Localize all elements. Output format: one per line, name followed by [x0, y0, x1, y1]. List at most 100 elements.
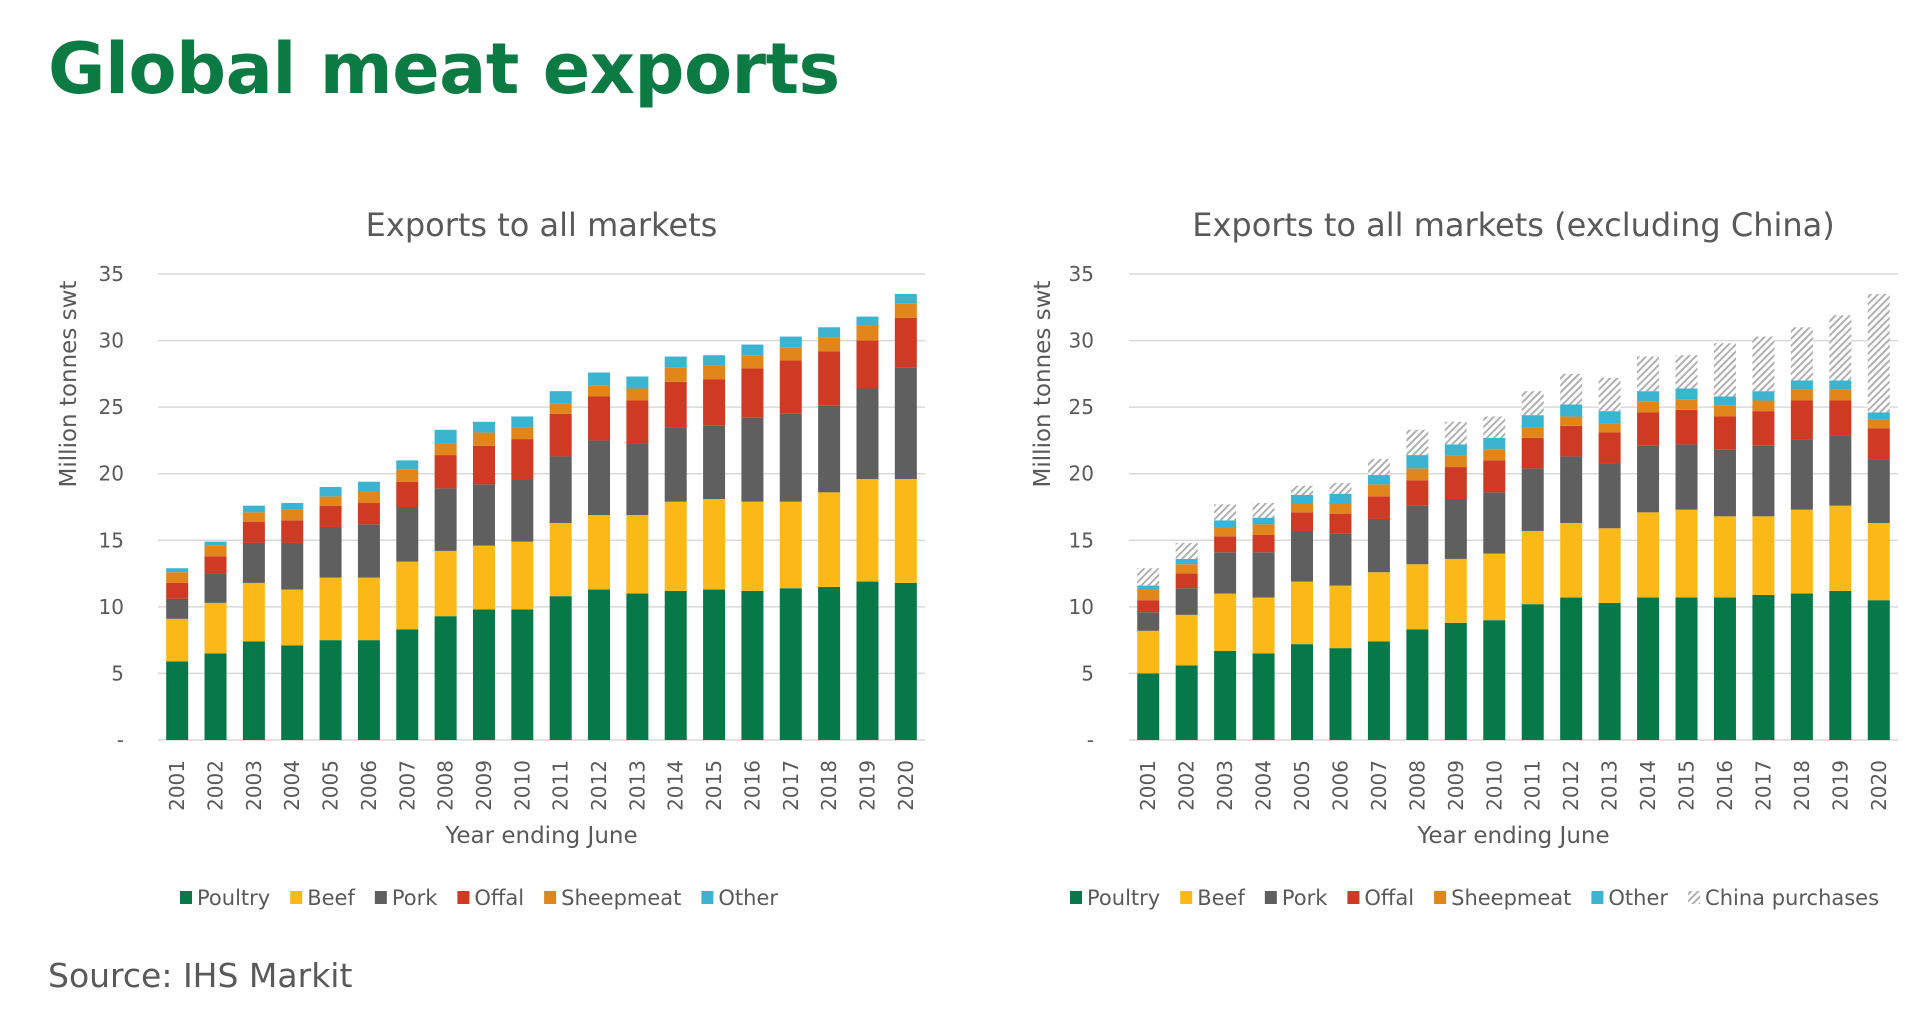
- y-tick-label: 35: [99, 262, 124, 286]
- bar-segment-sheepmeat-2016: [1713, 405, 1736, 417]
- legend-label: Beef: [1197, 886, 1245, 910]
- x-tick-label: 2003: [1213, 760, 1237, 811]
- x-tick-label: 2004: [1252, 760, 1276, 811]
- legend-swatch: [1264, 891, 1277, 904]
- x-tick-label: 2016: [740, 760, 764, 811]
- bar-segment-offal-2013: [626, 400, 649, 444]
- bar-segment-china-purchases-2004: [1252, 503, 1275, 518]
- x-tick-label: 2010: [510, 760, 534, 811]
- bar-segment-offal-2020: [894, 317, 917, 368]
- bar-segment-sheepmeat-2013: [1598, 423, 1621, 433]
- bar-segment-other-2009: [472, 421, 495, 433]
- legend-swatch: [290, 891, 303, 904]
- bar-segment-sheepmeat-2010: [1483, 449, 1506, 461]
- bar-segment-other-2007: [1367, 475, 1390, 485]
- bar-segment-sheepmeat-2002: [1175, 564, 1198, 574]
- legend-label: Pork: [392, 886, 438, 910]
- bar-segment-sheepmeat-2015: [703, 365, 726, 380]
- bar-segment-beef-2008: [434, 550, 457, 617]
- bar-segment-beef-2014: [664, 501, 687, 591]
- bar-segment-sheepmeat-2012: [1560, 416, 1583, 426]
- bar-segment-other-2012: [588, 372, 611, 386]
- bar-segment-china-purchases-2013: [1598, 377, 1621, 412]
- bar-segment-beef-2003: [1214, 593, 1237, 651]
- bar-segment-offal-2006: [357, 503, 380, 525]
- legend-swatch: [374, 891, 387, 904]
- bar-segment-other-2013: [626, 376, 649, 389]
- x-tick-label: 2006: [1328, 760, 1352, 811]
- bar-segment-poultry-2017: [779, 588, 802, 740]
- bar-segment-offal-2016: [1713, 416, 1736, 450]
- bar-segment-beef-2018: [818, 492, 841, 587]
- legend-label: Sheepmeat: [1451, 886, 1571, 910]
- bar-segment-poultry-2007: [1367, 641, 1390, 740]
- bar-segment-other-2011: [549, 391, 572, 404]
- bar-segment-sheepmeat-2008: [434, 443, 457, 456]
- bar-segment-pork-2003: [1214, 552, 1237, 594]
- bar-segment-poultry-2002: [1175, 665, 1198, 740]
- bar-segment-other-2006: [1329, 493, 1352, 504]
- bar-segment-sheepmeat-2018: [818, 337, 841, 352]
- bar-segment-offal-2009: [472, 445, 495, 485]
- bar-segment-pork-2015: [703, 425, 726, 500]
- x-tick-label: 2016: [1713, 760, 1737, 811]
- bar-segment-beef-2004: [1252, 597, 1275, 654]
- bar-segment-sheepmeat-2014: [1637, 401, 1660, 413]
- y-tick-label: 15: [1069, 528, 1094, 552]
- bar-segment-offal-2008: [434, 455, 457, 489]
- bar-segment-poultry-2004: [281, 645, 304, 740]
- bar-segment-beef-2012: [588, 514, 611, 590]
- bar-segment-other-2006: [357, 481, 380, 492]
- bar-segment-other-2004: [1252, 517, 1275, 525]
- x-tick-label: 2007: [395, 760, 419, 811]
- bar-segment-offal-2012: [1560, 425, 1583, 457]
- bar-segment-other-2010: [511, 416, 534, 428]
- bar-segment-china-purchases-2002: [1175, 542, 1198, 559]
- bar-segment-pork-2001: [1137, 612, 1160, 631]
- legend-label: Beef: [307, 886, 355, 910]
- bar-segment-sheepmeat-2006: [357, 491, 380, 504]
- legend-swatch: [1180, 891, 1193, 904]
- bar-segment-poultry-2005: [1291, 644, 1314, 740]
- bar-segment-pork-2010: [1483, 492, 1506, 554]
- bar-segment-other-2007: [396, 460, 419, 470]
- bar-segment-offal-2014: [1637, 412, 1660, 446]
- bar-segment-other-2008: [434, 429, 457, 444]
- bar-segment-sheepmeat-2020: [894, 303, 917, 318]
- bar-segment-offal-2006: [1329, 513, 1352, 534]
- bar-segment-sheepmeat-2013: [626, 388, 649, 401]
- legend-label: Other: [1608, 886, 1668, 910]
- bar-segment-beef-2004: [281, 589, 304, 646]
- bar-segment-china-purchases-2018: [1790, 327, 1813, 381]
- y-tick-label: 25: [99, 395, 124, 419]
- bar-segment-offal-2017: [779, 360, 802, 414]
- x-tick-label: 2008: [434, 760, 458, 811]
- bar-segment-pork-2005: [1291, 530, 1314, 582]
- bar-segment-china-purchases-2008: [1406, 429, 1429, 456]
- bar-segment-pork-2009: [472, 484, 495, 546]
- bar-segment-poultry-2003: [1214, 650, 1237, 740]
- x-tick-label: 2012: [1559, 760, 1583, 811]
- bar-segment-other-2012: [1560, 404, 1583, 417]
- bar-segment-pork-2015: [1675, 444, 1698, 510]
- bar-segment-other-2019: [1829, 380, 1852, 390]
- bar-segment-poultry-2018: [1790, 593, 1813, 740]
- y-tick-label: -: [117, 728, 124, 752]
- x-tick-label: 2019: [855, 760, 879, 811]
- bar-segment-beef-2009: [472, 545, 495, 610]
- bar-segment-sheepmeat-2006: [1329, 503, 1352, 514]
- x-tick-label: 2009: [472, 760, 496, 811]
- bar-segment-beef-2012: [1560, 522, 1583, 598]
- bar-segment-pork-2002: [204, 573, 227, 603]
- bar-segment-pork-2004: [1252, 552, 1275, 598]
- bar-segment-offal-2015: [1675, 409, 1698, 445]
- x-tick-label: 2015: [702, 760, 726, 811]
- x-axis-title: Year ending June: [444, 823, 637, 849]
- bar-segment-sheepmeat-2019: [856, 325, 879, 341]
- bar-segment-other-2002: [204, 541, 227, 546]
- bar-segment-poultry-2009: [472, 609, 495, 740]
- bar-segment-poultry-2019: [856, 581, 879, 740]
- bar-segment-pork-2018: [818, 405, 841, 493]
- legend-label: Other: [718, 886, 778, 910]
